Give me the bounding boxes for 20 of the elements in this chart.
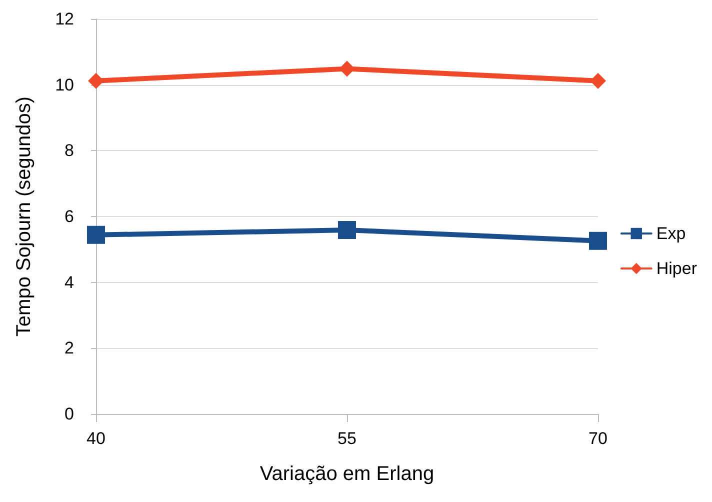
y-tick-label: 8 (64, 141, 74, 160)
point (88, 72, 104, 89)
point (338, 220, 356, 239)
point (339, 60, 355, 77)
point (87, 226, 105, 244)
y-axis-title: Tempo Sojourn (segundos) (13, 96, 35, 337)
point (589, 232, 607, 250)
x-axis-title: Variação em Erlang (260, 463, 434, 485)
y-tick-label: 2 (64, 338, 74, 358)
legend-label: Exp (656, 224, 686, 243)
x-tick-label: 70 (588, 429, 608, 448)
y-tick-label: 4 (64, 272, 74, 292)
x-tick-label: 55 (338, 429, 356, 448)
y-tick-label: 6 (64, 207, 74, 226)
y-tick-label: 10 (55, 75, 74, 94)
x-tick-label: 40 (86, 429, 106, 448)
point (590, 72, 606, 89)
y-tick-label: 0 (64, 404, 74, 424)
y-tick-label: 12 (55, 10, 74, 28)
legend-label: Hiper (656, 259, 698, 278)
